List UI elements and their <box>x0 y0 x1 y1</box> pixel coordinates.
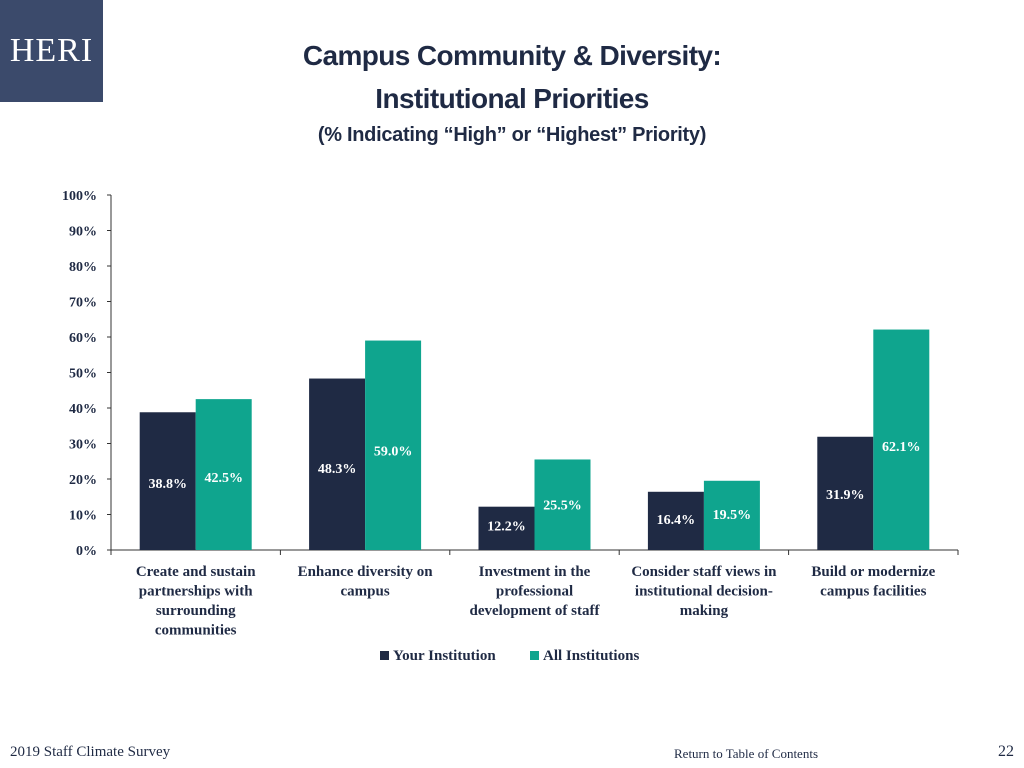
bar-all-institutions <box>195 399 252 550</box>
data-label: 59.0% <box>374 445 413 460</box>
page-title-line2: Institutional Priorities <box>375 83 649 114</box>
y-tick-label: 20% <box>69 473 97 488</box>
page-number: 22 <box>998 743 1014 760</box>
data-label: 12.2% <box>487 520 526 535</box>
category-label: Investment in the <box>479 564 591 580</box>
bar-chart: 0% 10% 20% 30% 40% 50% 60% 70% 80% 90% 100% 38.8% 42… <box>62 189 959 664</box>
category-label: campus <box>341 584 390 600</box>
y-tick-label: 70% <box>69 296 97 311</box>
y-tick-label: 100% <box>62 189 97 204</box>
logo-text: HERI <box>9 32 94 69</box>
bar-all-institutions <box>534 459 591 550</box>
bar-your-institution <box>478 506 535 550</box>
data-label: 38.8% <box>148 477 187 492</box>
category-label: making <box>680 603 729 619</box>
category-label: Enhance diversity on <box>298 564 434 580</box>
table-of-contents-link[interactable]: Return to Table of Contents <box>674 746 818 761</box>
page-subtitle: (% Indicating “High” or “Highest” Priori… <box>317 124 707 146</box>
y-tick-label: 80% <box>69 260 97 275</box>
bar-all-institutions <box>873 329 930 550</box>
legend-swatch-your-institution <box>380 651 389 660</box>
y-tick-label: 60% <box>69 331 97 346</box>
category-label: development of staff <box>470 603 601 619</box>
data-label: 31.9% <box>826 488 865 503</box>
category-label: campus facilities <box>820 584 926 600</box>
bar-your-institution <box>309 378 366 550</box>
y-tick-label: 50% <box>69 367 97 382</box>
y-tick-label: 40% <box>69 402 97 417</box>
legend-label: Your Institution <box>393 648 496 664</box>
data-label: 25.5% <box>543 498 582 513</box>
data-label: 62.1% <box>882 440 921 455</box>
category-label: Create and sustain <box>136 564 256 580</box>
category-label: communities <box>155 623 237 639</box>
legend-label: All Institutions <box>543 648 639 664</box>
page-title-line1: Campus Community & Diversity: <box>302 40 722 71</box>
data-label: 48.3% <box>318 462 357 477</box>
category-label: partnerships with <box>139 584 253 600</box>
data-label: 42.5% <box>204 471 243 486</box>
category-label: Build or modernize <box>811 564 935 580</box>
bar-your-institution <box>139 412 196 550</box>
category-label: surrounding <box>156 603 236 619</box>
y-tick-label: 30% <box>69 438 97 453</box>
category-label: institutional decision- <box>635 584 773 600</box>
bar-all-institutions <box>365 340 422 550</box>
data-label: 19.5% <box>713 508 752 523</box>
title-block: Campus Community & Diversity: Institutio… <box>200 34 824 150</box>
bar-your-institution <box>817 436 874 550</box>
data-label: 16.4% <box>657 513 696 528</box>
category-label: professional <box>496 584 573 600</box>
category-label: Consider staff views in <box>631 564 777 580</box>
footer-survey-name: 2019 Staff Climate Survey <box>10 744 171 760</box>
heri-logo: HERI <box>0 0 103 102</box>
bar-all-institutions <box>703 480 760 550</box>
legend-swatch-all-institutions <box>530 651 539 660</box>
y-tick-label: 0% <box>76 544 97 559</box>
y-tick-label: 10% <box>69 509 97 524</box>
y-tick-label: 90% <box>69 225 97 240</box>
bar-your-institution <box>647 491 704 550</box>
